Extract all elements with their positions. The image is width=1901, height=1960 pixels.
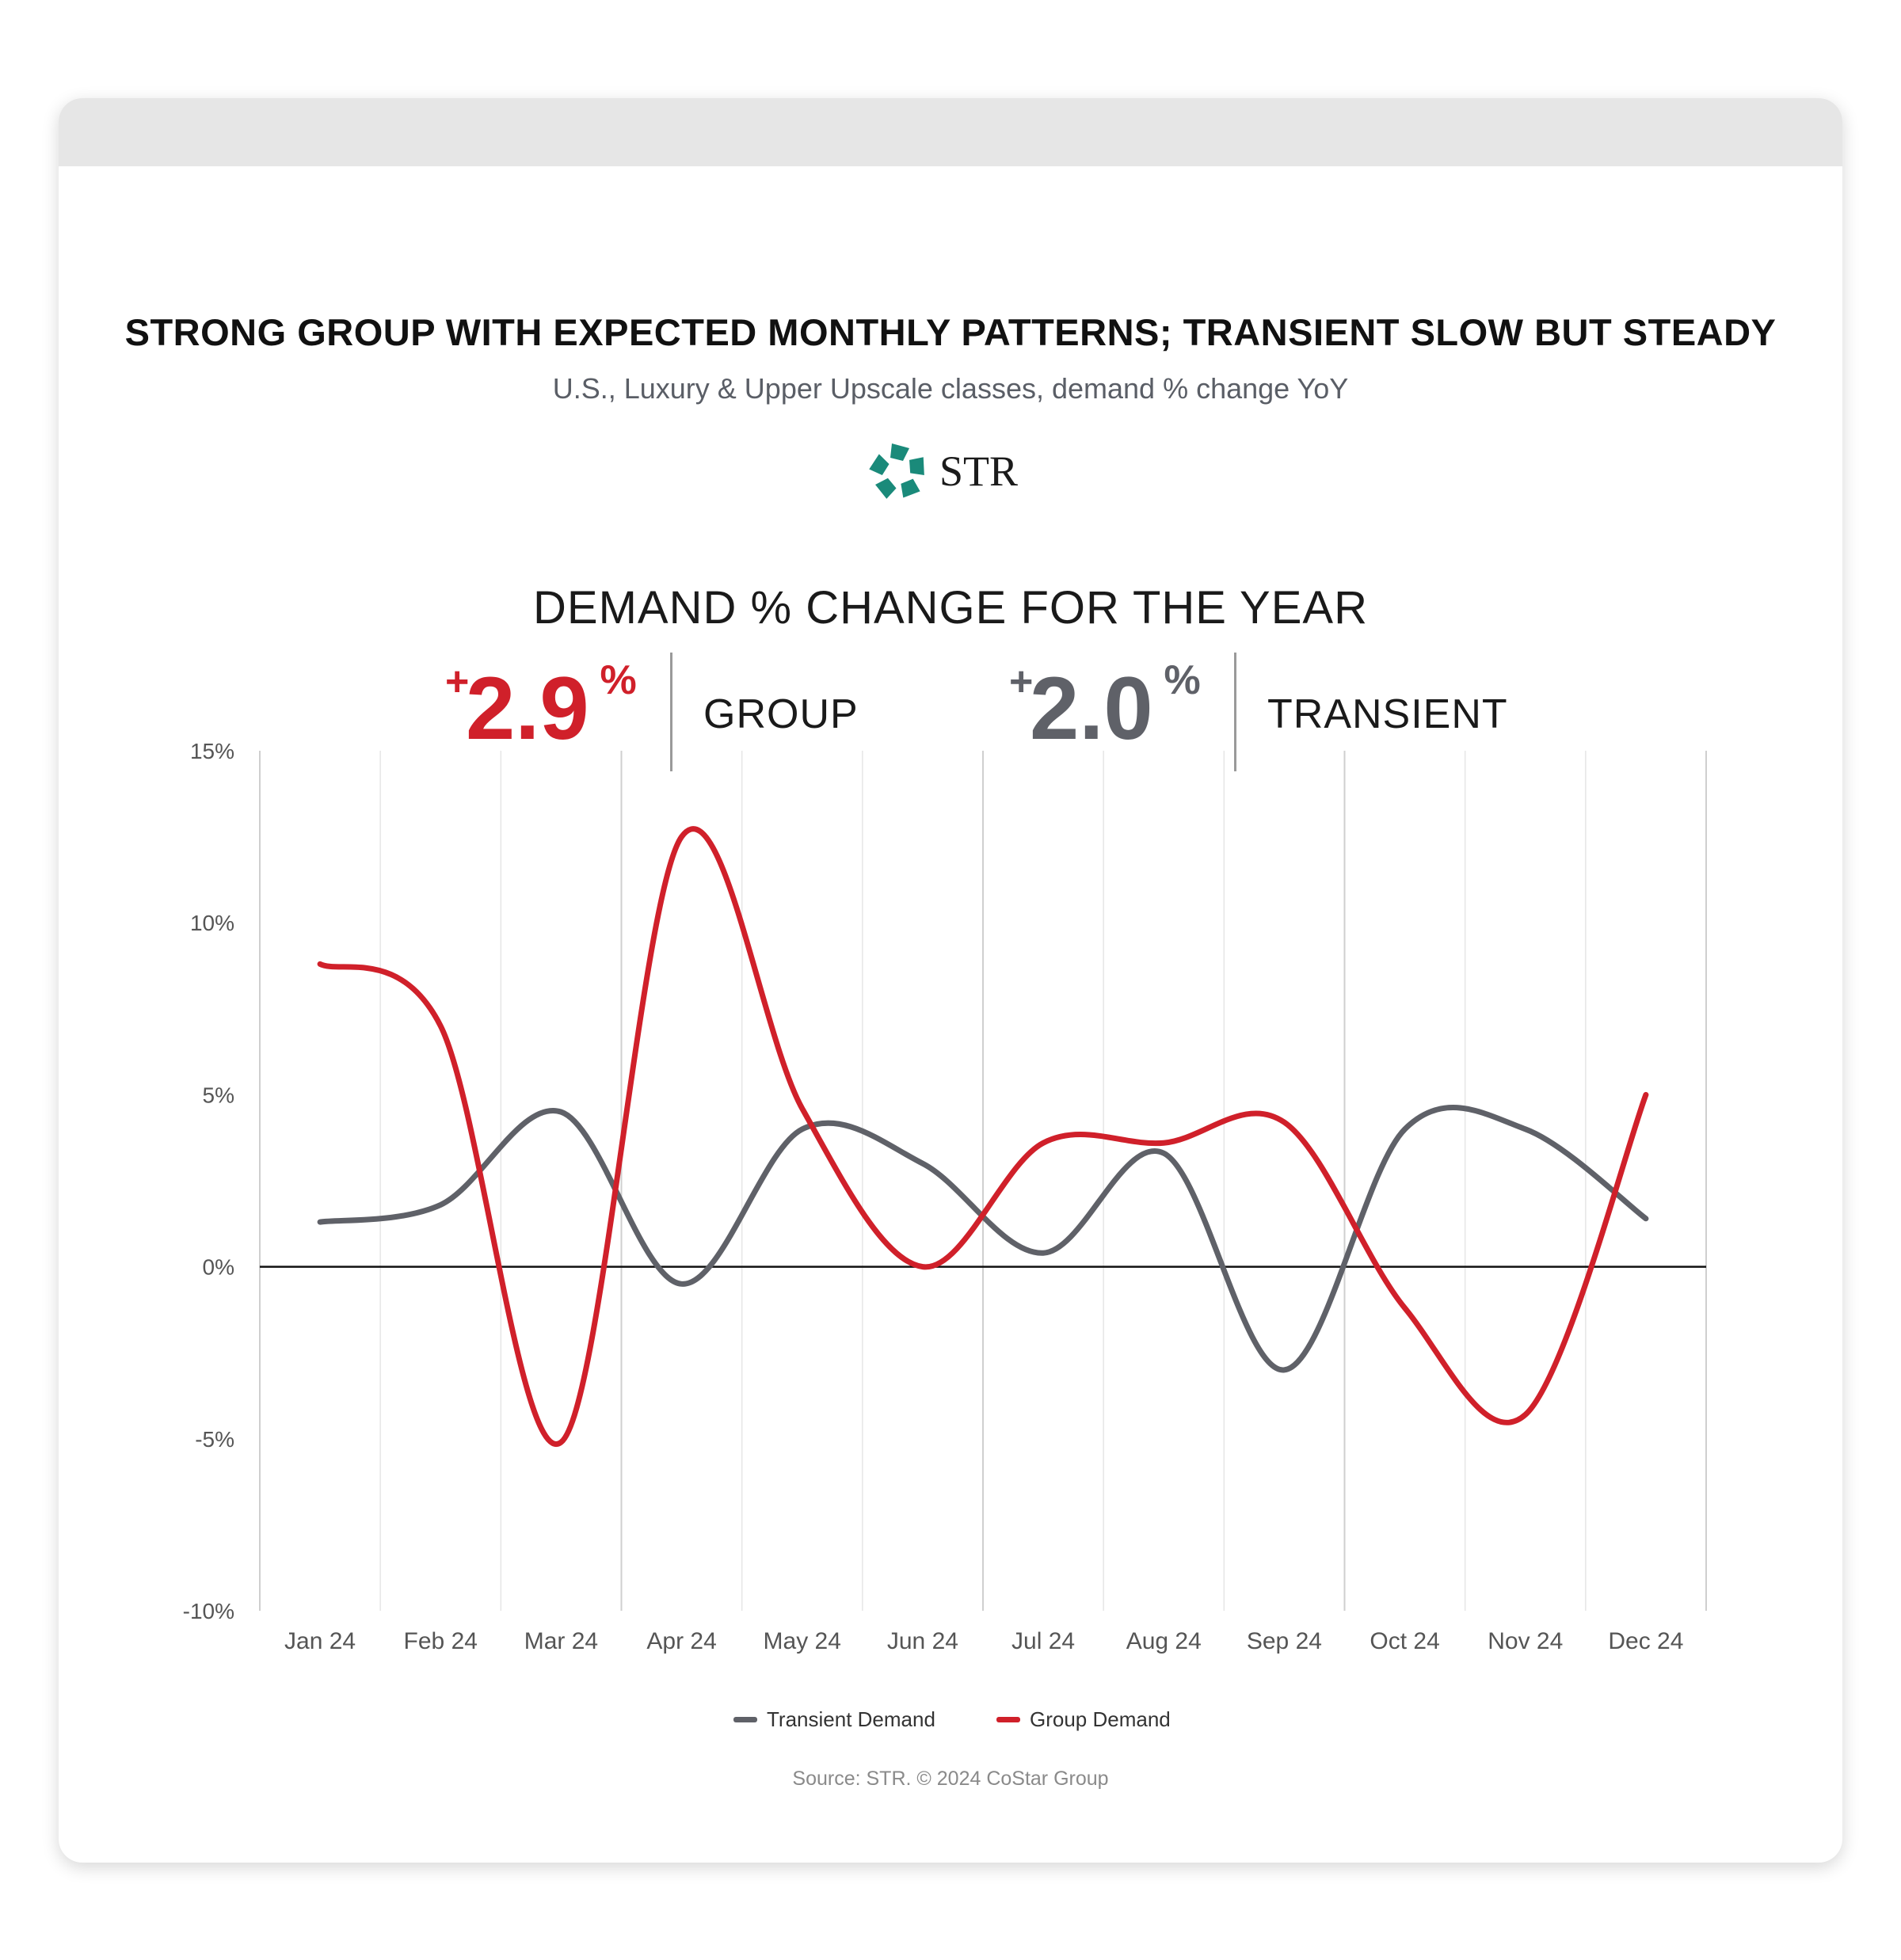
y-axis: 15% 10% 5% 0% -5% -10% xyxy=(183,739,234,1623)
y-tick-label: 15% xyxy=(190,739,234,763)
legend-swatch-group xyxy=(996,1717,1020,1722)
group-kpi-sign: + xyxy=(445,659,470,705)
x-tick-label: Aug 24 xyxy=(1126,1628,1202,1654)
chart-card: STRONG GROUP WITH EXPECTED MONTHLY PATTE… xyxy=(59,98,1842,1863)
x-tick-label: Apr 24 xyxy=(646,1628,716,1654)
chart-grid xyxy=(259,751,1707,1611)
transient-kpi-value: + 2.0 % xyxy=(1009,660,1201,753)
group-kpi-value: + 2.9 % xyxy=(445,660,637,753)
x-tick-label: Oct 24 xyxy=(1370,1628,1439,1654)
x-tick-label: Jul 24 xyxy=(1011,1628,1075,1654)
x-tick-label: Feb 24 xyxy=(404,1628,478,1654)
str-logo-icon xyxy=(869,443,924,499)
x-tick-label: May 24 xyxy=(764,1628,841,1654)
str-logo: STR xyxy=(867,440,1049,504)
x-tick-label: Dec 24 xyxy=(1608,1628,1683,1654)
group-kpi-unit: % xyxy=(600,657,637,703)
x-tick-label: Mar 24 xyxy=(524,1628,598,1654)
legend-label-transient: Transient Demand xyxy=(767,1707,935,1731)
chart-subtitle: U.S., Luxury & Upper Upscale classes, de… xyxy=(552,372,1349,405)
group-kpi-divider xyxy=(670,653,672,771)
series-line-group-demand xyxy=(317,826,1649,1448)
transient-kpi-label: TRANSIENT xyxy=(1267,691,1508,737)
line-chart: 15% 10% 5% 0% -5% -10% Jan 24 Feb 24 Mar 24 Apr … xyxy=(183,739,1707,1654)
legend-label-group: Group Demand xyxy=(1030,1707,1171,1731)
source-note: Source: STR. © 2024 CoStar Group xyxy=(792,1768,1109,1790)
transient-kpi-unit: % xyxy=(1164,657,1201,703)
str-logo-text: STR xyxy=(939,447,1019,495)
transient-kpi-divider xyxy=(1234,653,1236,771)
y-tick-label: -10% xyxy=(183,1599,234,1623)
group-kpi-number: 2.9 xyxy=(466,659,589,758)
x-axis: Jan 24 Feb 24 Mar 24 Apr 24 May 24 Jun 24 Jul … xyxy=(284,1628,1683,1654)
chart-series xyxy=(317,826,1649,1448)
legend-item-group: Group Demand xyxy=(996,1707,1171,1732)
y-tick-label: 10% xyxy=(190,911,234,935)
chart-title: STRONG GROUP WITH EXPECTED MONTHLY PATTE… xyxy=(124,311,1777,353)
x-tick-label: Jun 24 xyxy=(887,1628,958,1654)
x-tick-label: Nov 24 xyxy=(1488,1628,1563,1654)
kpi-heading: DEMAND % CHANGE FOR THE YEAR xyxy=(533,582,1368,634)
legend-item-transient: Transient Demand xyxy=(733,1707,935,1732)
y-tick-label: -5% xyxy=(195,1427,234,1452)
legend-swatch-transient xyxy=(733,1717,757,1722)
group-kpi-label: GROUP xyxy=(703,691,859,737)
y-tick-label: 5% xyxy=(203,1083,234,1107)
transient-kpi-number: 2.0 xyxy=(1030,659,1153,758)
x-tick-label: Jan 24 xyxy=(284,1628,356,1654)
card-header-band xyxy=(59,98,1842,166)
y-tick-label: 0% xyxy=(203,1255,234,1280)
transient-kpi-sign: + xyxy=(1009,659,1034,705)
x-tick-label: Sep 24 xyxy=(1247,1628,1322,1654)
chart-legend: Transient Demand Group Demand xyxy=(59,1707,1842,1739)
